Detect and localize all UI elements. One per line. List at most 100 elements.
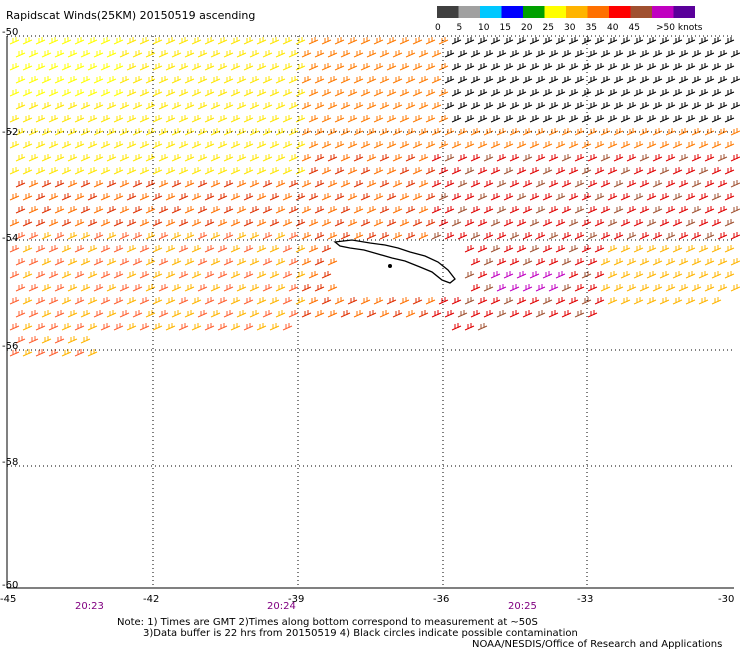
- wind-barb: [113, 89, 124, 97]
- wind-barb: [119, 206, 130, 214]
- scale-tick: 25: [543, 23, 554, 33]
- wind-barb: [35, 219, 46, 227]
- wind-barb: [464, 115, 475, 123]
- wind-barb: [672, 141, 683, 149]
- wind-barb: [360, 219, 371, 227]
- wind-barb: [158, 232, 169, 240]
- wind-barb: [301, 232, 312, 240]
- wind-barb: [288, 310, 299, 318]
- wind-barb: [678, 102, 689, 110]
- wind-barb: [41, 50, 52, 58]
- wind-barb: [308, 63, 319, 71]
- wind-barb: [568, 297, 579, 305]
- wind-barb: [646, 115, 657, 123]
- wind-barb: [704, 102, 715, 110]
- wind-barb: [392, 50, 403, 58]
- wind-barb: [106, 284, 117, 292]
- wind-barb: [626, 50, 637, 58]
- wind-barb: [308, 245, 319, 253]
- wind-barb: [405, 310, 416, 318]
- wind-barb: [600, 128, 611, 136]
- wind-barb: [646, 245, 657, 253]
- scale-swatch: [480, 6, 502, 18]
- wind-barb: [405, 232, 416, 240]
- wind-barb: [15, 180, 26, 188]
- wind-barb: [483, 180, 494, 188]
- wind-barb: [314, 284, 325, 292]
- wind-barb: [54, 206, 65, 214]
- wind-barb: [451, 115, 462, 123]
- wind-barb: [301, 206, 312, 214]
- wind-barb: [548, 50, 559, 58]
- wind-barb: [418, 102, 429, 110]
- wind-barb: [386, 167, 397, 175]
- wind-barb: [256, 193, 267, 201]
- wind-barb: [490, 193, 501, 201]
- wind-barb: [191, 37, 202, 45]
- wind-barb: [574, 180, 585, 188]
- wind-barb: [184, 258, 195, 266]
- wind-barb: [574, 310, 585, 318]
- wind-barb: [730, 128, 740, 136]
- wind-barb: [74, 63, 85, 71]
- wind-barb: [594, 37, 605, 45]
- wind-barb: [132, 128, 143, 136]
- wind-barb: [698, 37, 709, 45]
- wind-barb: [379, 232, 390, 240]
- wind-barb: [327, 310, 338, 318]
- scale-swatch: [566, 6, 588, 18]
- wind-barb: [9, 63, 20, 71]
- wind-barb: [548, 284, 559, 292]
- wind-barb: [626, 180, 637, 188]
- wind-barb: [249, 180, 260, 188]
- wind-barb: [483, 284, 494, 292]
- wind-barb: [496, 284, 507, 292]
- lat-label: -54: [2, 233, 19, 244]
- wind-barb: [249, 258, 260, 266]
- wind-barb: [100, 193, 111, 201]
- wind-barb: [613, 258, 624, 266]
- wind-barb: [652, 128, 663, 136]
- wind-barb: [464, 271, 475, 279]
- wind-barb: [314, 258, 325, 266]
- wind-barb: [217, 323, 228, 331]
- wind-barb: [691, 258, 702, 266]
- wind-barb: [321, 193, 332, 201]
- wind-barb: [496, 50, 507, 58]
- wind-barb: [340, 154, 351, 162]
- wind-barb: [54, 258, 65, 266]
- wind-barb: [93, 76, 104, 84]
- wind-barb: [80, 76, 91, 84]
- wind-barb: [93, 310, 104, 318]
- wind-barb: [288, 284, 299, 292]
- wind-barb: [425, 297, 436, 305]
- wind-barb: [41, 232, 52, 240]
- wind-barb: [607, 89, 618, 97]
- wind-barb: [412, 167, 423, 175]
- wind-barb: [145, 180, 156, 188]
- wind-barb: [496, 310, 507, 318]
- wind-barb: [366, 128, 377, 136]
- wind-barb: [607, 193, 618, 201]
- wind-barb: [587, 76, 598, 84]
- wind-barb: [184, 76, 195, 84]
- wind-barb: [100, 167, 111, 175]
- wind-barb: [327, 50, 338, 58]
- lon-label: -30: [718, 594, 735, 605]
- wind-barb: [256, 141, 267, 149]
- wind-barb: [100, 141, 111, 149]
- scale-tick: 5: [457, 23, 463, 33]
- wind-barb: [139, 167, 150, 175]
- wind-barb: [269, 167, 280, 175]
- wind-barb: [659, 141, 670, 149]
- wind-barb: [392, 154, 403, 162]
- wind-barb: [191, 141, 202, 149]
- wind-barb: [724, 193, 735, 201]
- wind-barb: [594, 245, 605, 253]
- wind-barb: [295, 167, 306, 175]
- wind-barb: [48, 219, 59, 227]
- wind-barb: [340, 128, 351, 136]
- wind-barb: [490, 63, 501, 71]
- wind-barb: [340, 50, 351, 58]
- wind-barb: [106, 76, 117, 84]
